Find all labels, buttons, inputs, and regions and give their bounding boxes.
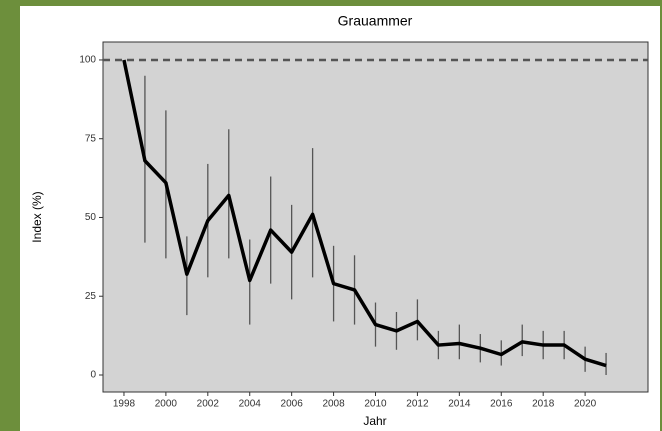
y-tick-label: 25 <box>85 291 97 302</box>
y-axis-label: Index (%) <box>30 191 44 242</box>
x-tick-label: 2002 <box>197 399 220 410</box>
x-tick-label: 2008 <box>322 399 345 410</box>
x-tick-label: 2006 <box>281 399 304 410</box>
x-tick-label: 2020 <box>574 399 597 410</box>
x-tick-label: 2018 <box>532 399 555 410</box>
line <box>122 59 607 368</box>
x-tick-label: 2012 <box>406 399 429 410</box>
y-tick-label: 75 <box>85 133 97 144</box>
chart-title: Grauammer <box>338 13 413 29</box>
x-tick-label: 2000 <box>155 399 178 410</box>
x-tick-label: 2016 <box>490 399 513 410</box>
x-tick-label: 1998 <box>113 399 136 410</box>
y-tick-label: 50 <box>85 212 97 223</box>
x-tick-label: 2014 <box>448 399 471 410</box>
x-tick-label: 2010 <box>364 399 387 410</box>
y-tick-label: 0 <box>90 370 96 381</box>
x-tick-label: 2004 <box>239 399 262 410</box>
y-tick-label: 100 <box>79 55 96 66</box>
x-axis-label: Jahr <box>363 414 386 428</box>
